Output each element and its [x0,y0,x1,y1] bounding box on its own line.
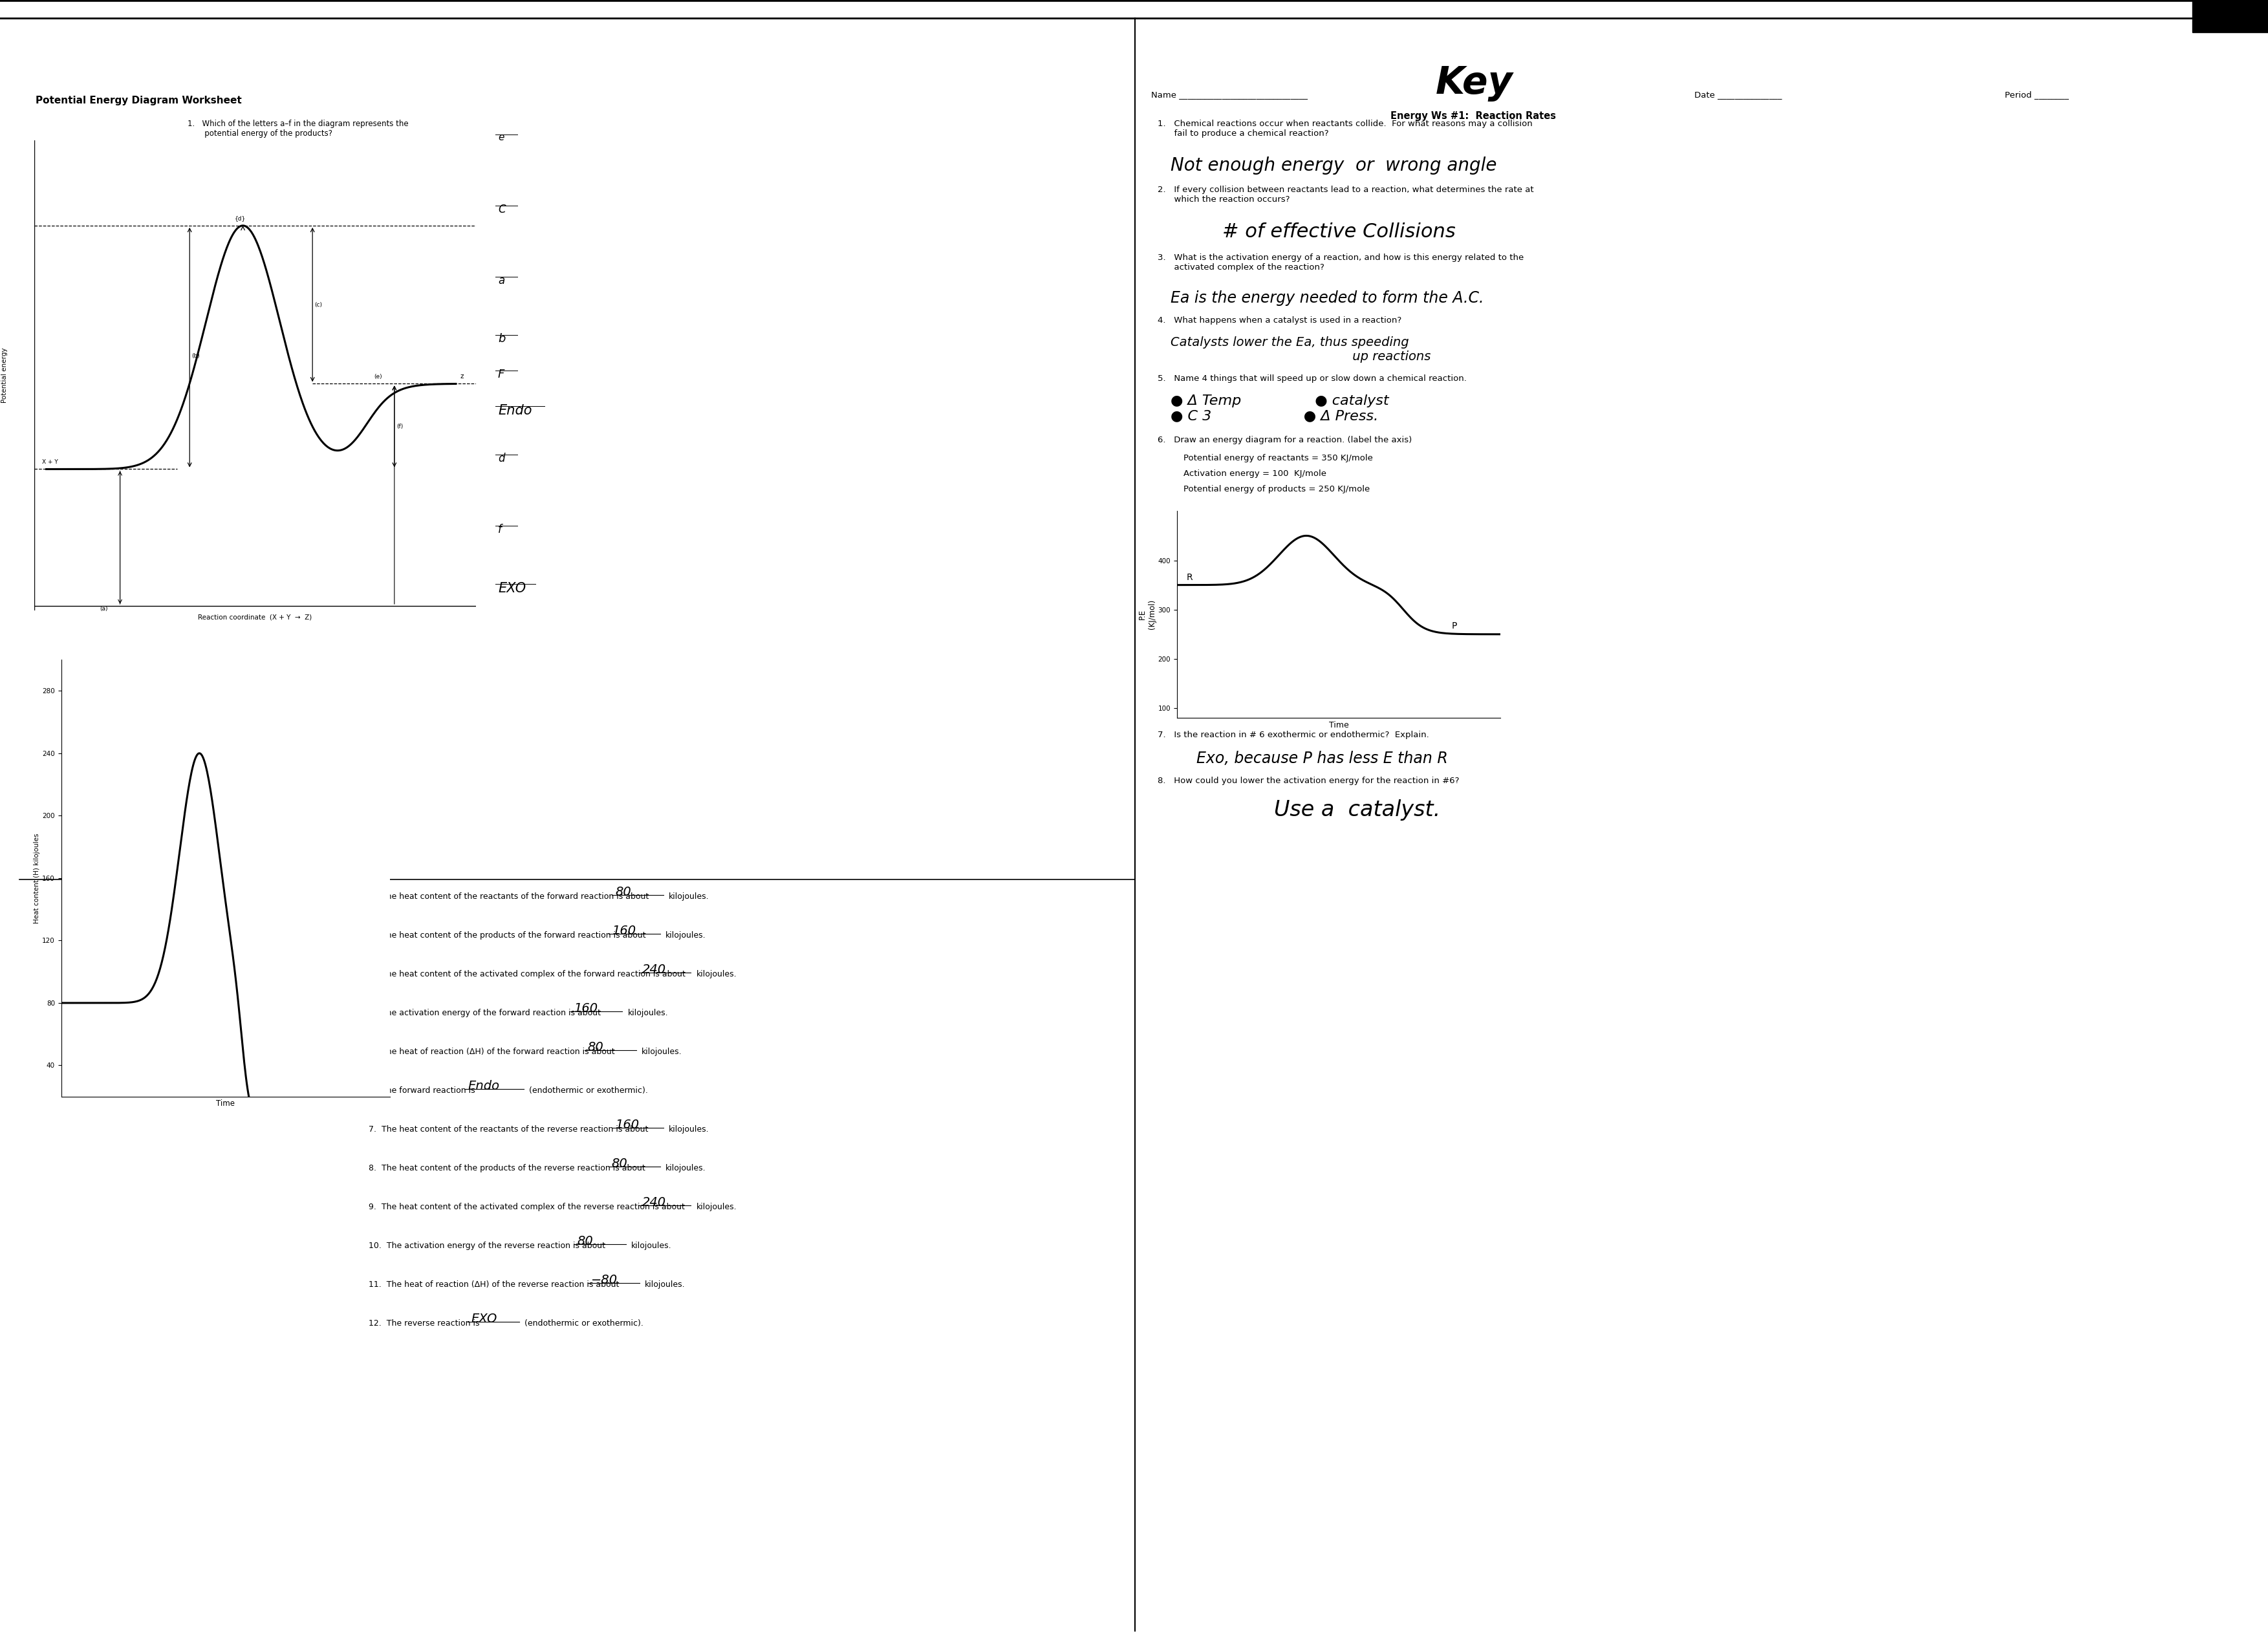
Text: EXO: EXO [472,1313,497,1326]
X-axis label: Time: Time [215,1100,236,1108]
Text: 80: 80 [612,1158,628,1169]
Text: 7.  The heat content of the reactants of the reverse reaction is about: 7. The heat content of the reactants of … [370,1125,649,1133]
Text: 8.  The heat content of the products of the reverse reaction is about: 8. The heat content of the products of t… [370,1164,646,1172]
Text: Ea is the energy needed to form the A.C.: Ea is the energy needed to form the A.C. [1170,290,1483,307]
Text: 7.   Which letter indicates the activation energy of the
       reverse reaction: 7. Which letter indicates the activation… [188,440,395,458]
Text: 3.   What is the activation energy of a reaction, and how is this energy related: 3. What is the activation energy of a re… [1157,254,1524,272]
Text: kilojoules.: kilojoules. [696,1202,737,1212]
Text: # of effective Collisions: # of effective Collisions [1222,223,1456,241]
Text: Endo: Endo [467,1080,499,1092]
Text: kilojoules.: kilojoules. [665,932,705,940]
Text: (b): (b) [193,353,200,359]
Text: X + Y: X + Y [43,458,59,465]
Text: (c): (c) [315,302,322,308]
Text: 240: 240 [642,963,667,976]
Text: 6.   Draw an energy diagram for a reaction. (label the axis): 6. Draw an energy diagram for a reaction… [1157,435,1413,445]
Text: 6.  The forward reaction is: 6. The forward reaction is [370,1087,474,1095]
Text: 3.   Which letter indicates the potential energy of the
       reactants?: 3. Which letter indicates the potential … [188,262,392,280]
Text: P: P [1452,622,1458,630]
Text: 2.   Which letter indicates the potential energy of the
       activated complex: 2. Which letter indicates the potential … [188,191,392,209]
Text: ● Δ Temp                ● catalyst
● C 3                    ● Δ Press.: ● Δ Temp ● catalyst ● C 3 ● Δ Press. [1170,394,1388,422]
Text: Key: Key [1436,64,1513,102]
Text: z: z [460,373,463,379]
Text: d: d [499,453,506,465]
Text: 7.   Is the reaction in # 6 exothermic or endothermic?  Explain.: 7. Is the reaction in # 6 exothermic or … [1157,731,1429,739]
Text: Exo, because P has less E than R: Exo, because P has less E than R [1198,750,1447,767]
Text: (a): (a) [100,605,107,612]
Text: 9.   Is the reverse reaction exothermic or endothermic?: 9. Is the reverse reaction exothermic or… [188,582,399,590]
Text: 4.   What happens when a catalyst is used in a reaction?: 4. What happens when a catalyst is used … [1157,317,1402,325]
Text: 1.  The heat content of the reactants of the forward reaction is about: 1. The heat content of the reactants of … [370,892,649,900]
Text: R: R [1186,572,1193,582]
Text: 1.   Which of the letters a–f in the diagram represents the
       potential ene: 1. Which of the letters a–f in the diagr… [188,120,408,139]
Text: 80: 80 [578,1235,594,1247]
X-axis label: Time: Time [1329,721,1349,729]
Text: −80: −80 [592,1275,617,1286]
Text: Name ______________________________: Name ______________________________ [1152,91,1309,99]
Text: kilojoules.: kilojoules. [642,1047,683,1055]
Text: 4.   Which letter indicates the activation energy?: 4. Which letter indicates the activation… [188,333,374,341]
Text: kilojoules.: kilojoules. [628,1009,669,1017]
Text: 5.  The heat of reaction (ΔH) of the forward reaction is about: 5. The heat of reaction (ΔH) of the forw… [370,1047,615,1055]
Text: F: F [499,369,506,381]
Text: 9.  The heat content of the activated complex of the reverse reaction is about: 9. The heat content of the activated com… [370,1202,685,1212]
Text: 6.   Is the reaction exothermic or endothermic?: 6. Is the reaction exothermic or endothe… [188,404,367,412]
Text: 80: 80 [615,886,631,899]
Text: (endothermic or exothermic).: (endothermic or exothermic). [524,1319,644,1327]
Text: 80: 80 [587,1041,603,1054]
Text: 2.   If every collision between reactants lead to a reaction, what determines th: 2. If every collision between reactants … [1157,186,1533,204]
Text: b: b [499,333,506,345]
Text: (endothermic or exothermic).: (endothermic or exothermic). [528,1087,649,1095]
Text: kilojoules.: kilojoules. [669,892,710,900]
Text: Potential Energy Diagram Worksheet: Potential Energy Diagram Worksheet [36,96,243,106]
Text: Activation energy = 100  KJ/mole: Activation energy = 100 KJ/mole [1184,470,1327,478]
Text: 11.  The heat of reaction (ΔH) of the reverse reaction is about: 11. The heat of reaction (ΔH) of the rev… [370,1280,619,1290]
Text: f: f [499,524,501,536]
Bar [2193,0,2268,33]
Text: Period ________: Period ________ [2005,91,2068,99]
Text: kilojoules.: kilojoules. [631,1242,671,1250]
Text: kilojoules.: kilojoules. [665,1164,705,1172]
Bar [2193,0,2268,33]
Text: 1.   Chemical reactions occur when reactants collide.  For what reasons may a co: 1. Chemical reactions occur when reactan… [1157,120,1533,139]
Text: 3.  The heat content of the activated complex of the forward reaction is about: 3. The heat content of the activated com… [370,970,685,978]
Text: 160: 160 [615,1118,640,1131]
Y-axis label: Potential energy: Potential energy [0,348,7,402]
Text: a: a [499,275,503,287]
Text: e: e [499,132,503,142]
Text: C: C [499,204,506,216]
Text: 240: 240 [642,1196,667,1209]
Text: (e): (e) [374,374,381,379]
Text: Potential energy of products = 250 KJ/mole: Potential energy of products = 250 KJ/mo… [1184,485,1370,493]
Text: kilojoules.: kilojoules. [696,970,737,978]
Text: 160: 160 [612,925,635,937]
Text: Potential energy of reactants = 350 KJ/mole: Potential energy of reactants = 350 KJ/m… [1184,453,1372,463]
X-axis label: Reaction coordinate  (X + Y  →  Z): Reaction coordinate (X + Y → Z) [197,613,313,620]
Text: kilojoules.: kilojoules. [669,1125,710,1133]
Text: Endo: Endo [499,404,533,417]
Text: {d}: {d} [234,216,245,221]
Text: 8.   How could you lower the activation energy for the reaction in #6?: 8. How could you lower the activation en… [1157,777,1458,785]
Text: (f): (f) [397,424,404,429]
Text: 160: 160 [574,1003,599,1014]
Text: 2.  The heat content of the products of the forward reaction is about: 2. The heat content of the products of t… [370,932,646,940]
Text: 5.   Name 4 things that will speed up or slow down a chemical reaction.: 5. Name 4 things that will speed up or s… [1157,374,1467,383]
Text: 4.  The activation energy of the forward reaction is about: 4. The activation energy of the forward … [370,1009,601,1017]
Text: 8.   Which letter indicates the heat of reaction of the
       reverse reaction?: 8. Which letter indicates the heat of re… [188,511,388,529]
Y-axis label: Heat content (H) kilojoules: Heat content (H) kilojoules [34,833,41,923]
Text: 12.  The reverse reaction is: 12. The reverse reaction is [370,1319,479,1327]
Text: Use a  catalyst.: Use a catalyst. [1275,800,1440,821]
Text: Catalysts lower the Ea, thus speeding
                                          : Catalysts lower the Ea, thus speeding [1170,336,1431,363]
Text: Not enough energy  or  wrong angle: Not enough energy or wrong angle [1170,157,1497,175]
Y-axis label: P.E
(KJ/mol): P.E (KJ/mol) [1139,600,1157,630]
Text: EXO: EXO [499,582,526,595]
Text: 5.   Which letter indicates the heat of reaction?: 5. Which letter indicates the heat of re… [188,369,367,378]
Text: Energy Ws #1:  Reaction Rates: Energy Ws #1: Reaction Rates [1390,110,1556,120]
Text: 10.  The activation energy of the reverse reaction is about: 10. The activation energy of the reverse… [370,1242,606,1250]
Text: Date _______________: Date _______________ [1694,91,1783,99]
Text: kilojoules.: kilojoules. [644,1280,685,1290]
